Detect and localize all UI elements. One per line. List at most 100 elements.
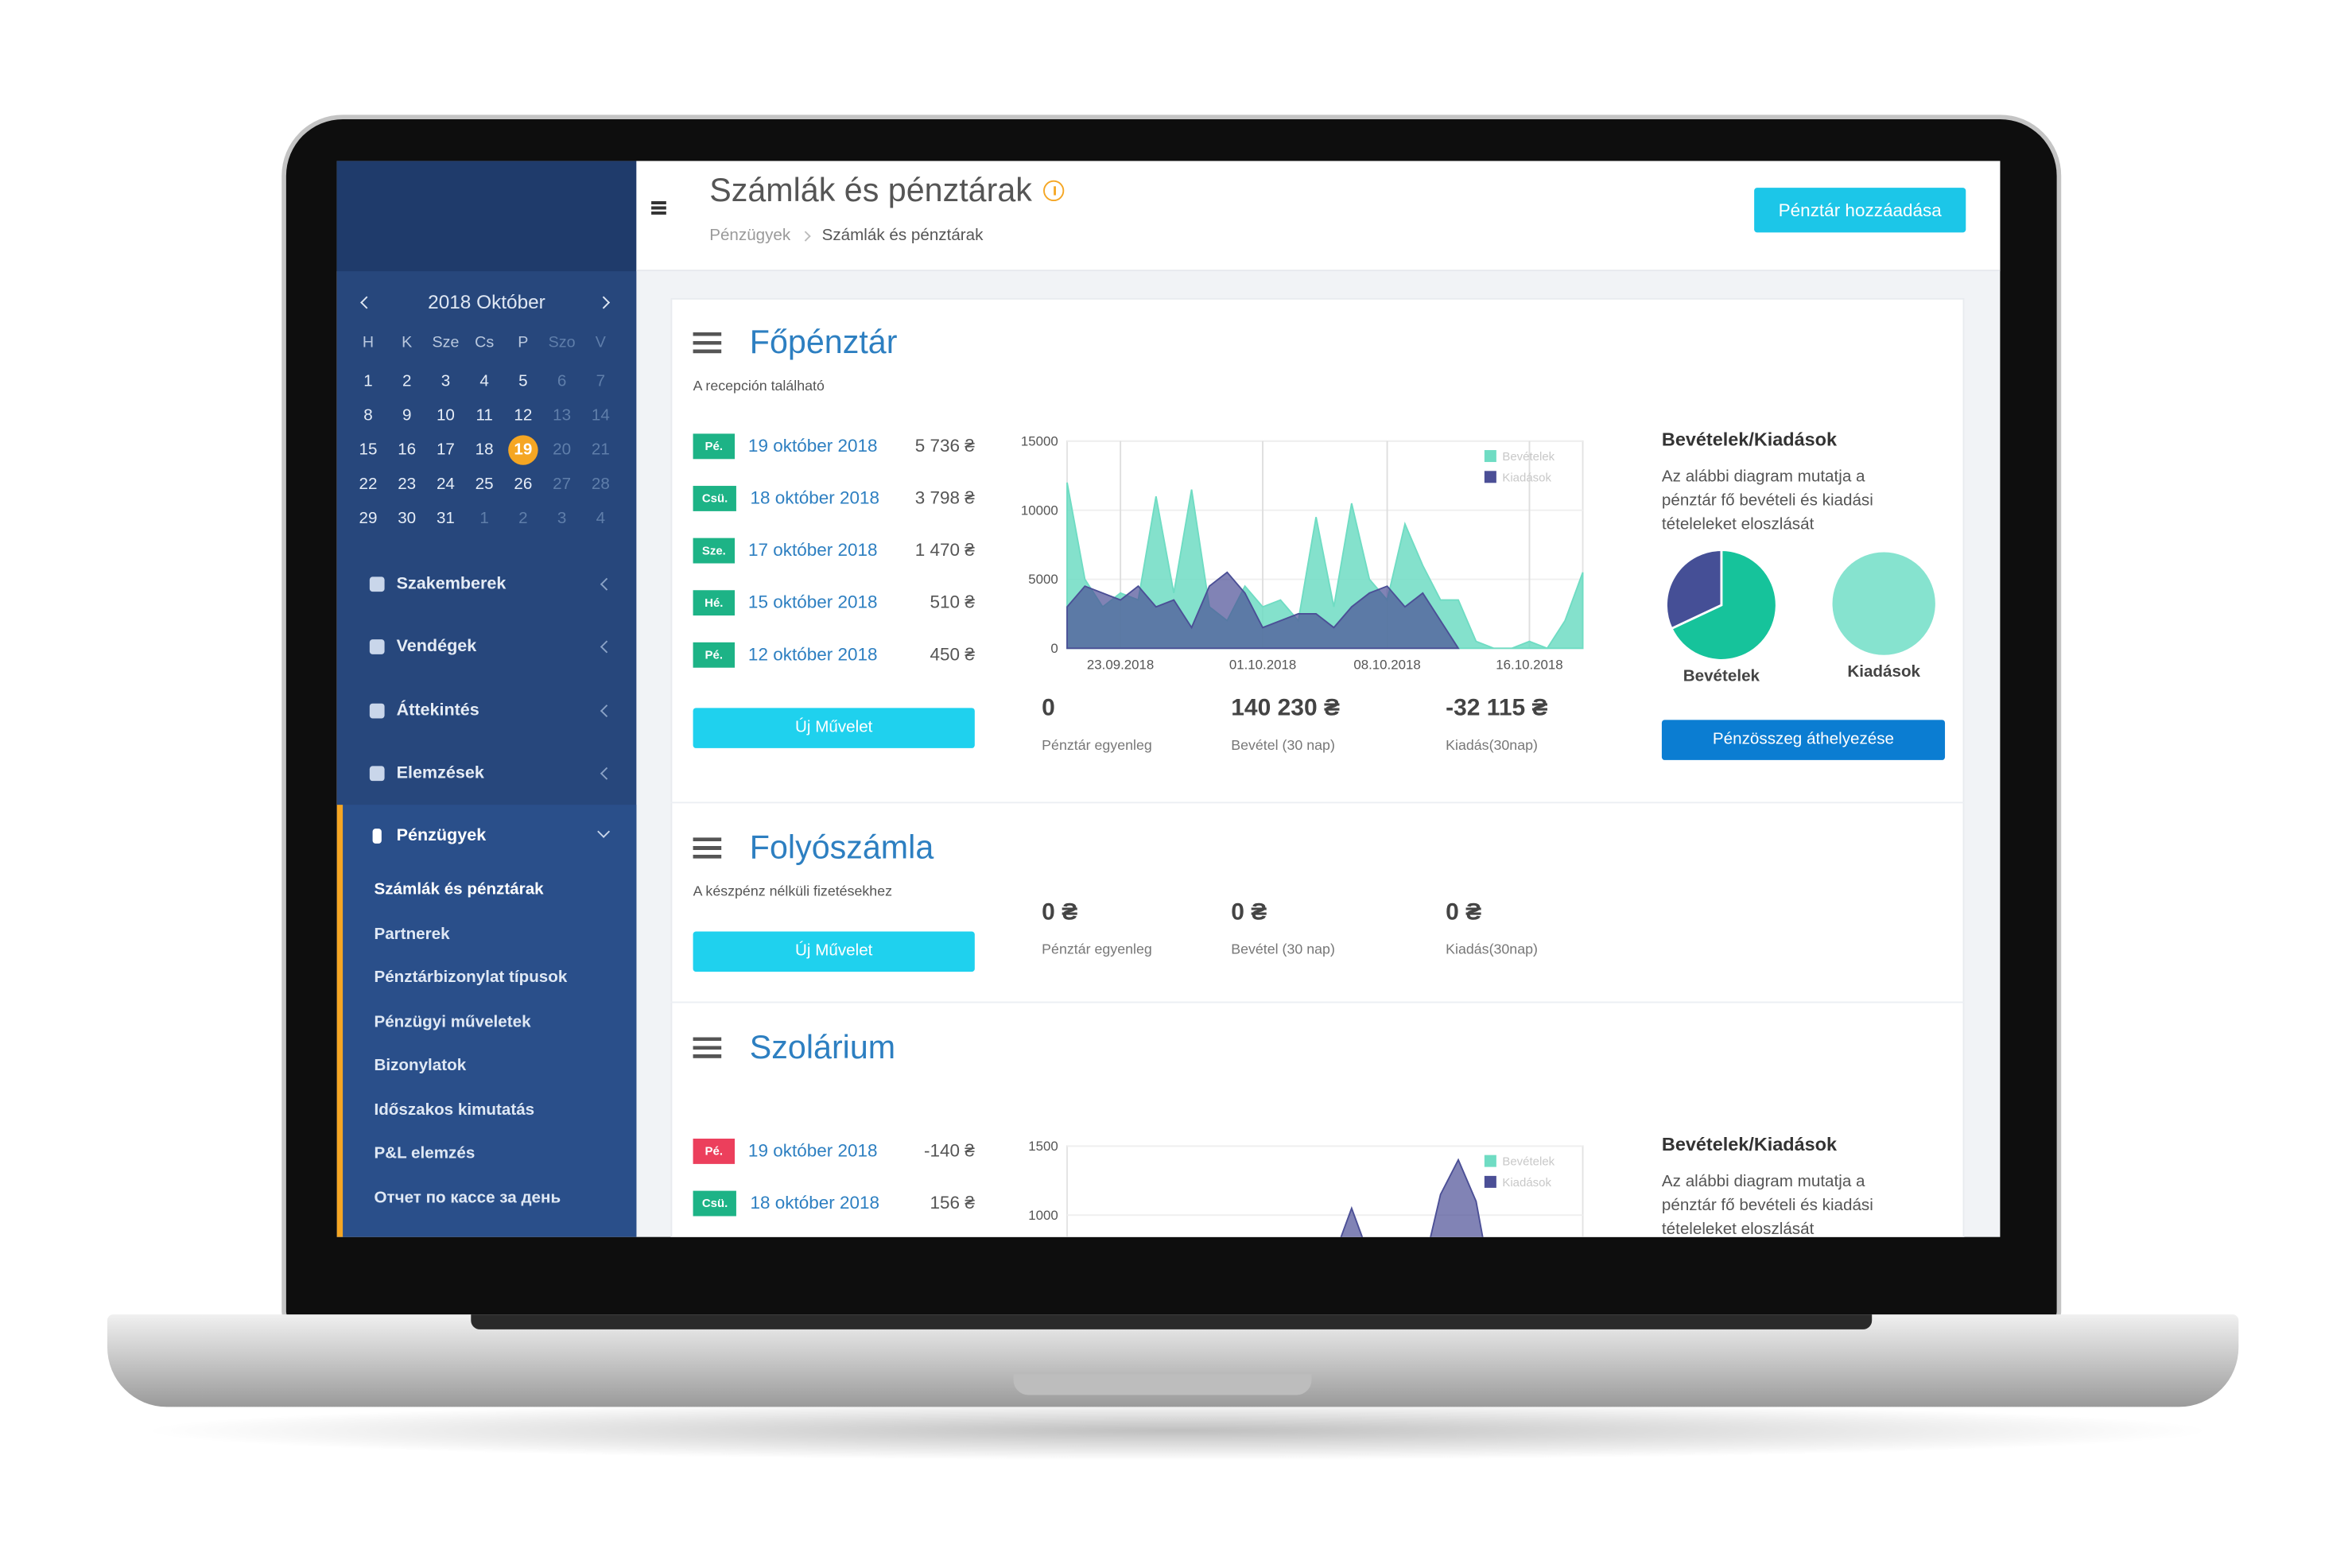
calendar-day[interactable]: 13	[553, 406, 572, 425]
stat-label: Kiadás(30nap)	[1446, 941, 1538, 959]
breadcrumb-item[interactable]: Pénzügyek	[709, 226, 791, 245]
new-operation-button[interactable]: Új Művelet	[693, 931, 975, 972]
add-cashbox-button[interactable]: Pénztár hozzáadása	[1754, 188, 1966, 233]
calendar-day[interactable]: 8	[363, 406, 373, 425]
calendar-day[interactable]: 20	[553, 441, 572, 460]
stat-label: Pénztár egyenleg	[1042, 941, 1152, 959]
transaction-amount: 156 ₴	[930, 1192, 975, 1213]
calendar-day[interactable]: 16	[398, 441, 417, 460]
calendar-day[interactable]: 17	[436, 441, 455, 460]
area-chart: 1000 1500 Bevételek Kiadások	[1028, 1139, 1584, 1237]
calendar-day[interactable]: 9	[402, 406, 412, 425]
y-tick-label: 1500	[1028, 1139, 1058, 1154]
area-series	[1066, 482, 1584, 650]
calendar-day[interactable]: 2	[402, 372, 412, 391]
transaction-date: 17 október 2018	[747, 539, 878, 561]
calendar-day[interactable]: 2	[518, 510, 528, 528]
transaction-row[interactable]: Csü. 18 október 2018 3 798 ₴	[693, 484, 975, 511]
transaction-row[interactable]: Csü. 18 október 2018 156 ₴	[693, 1190, 975, 1217]
transaction-row[interactable]: Pé. 19 október 2018 5 736 ₴	[693, 433, 975, 460]
menu-item[interactable]: Elemzések	[396, 764, 484, 782]
page-title: Számlák és pénztárak	[709, 171, 1032, 209]
submenu-item[interactable]: Bizonylatok	[374, 1056, 467, 1075]
calendar-day[interactable]: 21	[591, 441, 610, 460]
account-name: Szolárium	[749, 1028, 896, 1066]
submenu-item[interactable]: Időszakos kimutatás	[374, 1100, 535, 1119]
stat-value: 0 ₴	[1042, 900, 1078, 926]
legend-label: Kiadások	[1502, 1176, 1551, 1190]
calendar-day[interactable]: 31	[436, 510, 455, 528]
submenu-item[interactable]: P&L elemzés	[374, 1144, 475, 1163]
menu-item[interactable]: Szakemberek	[396, 575, 507, 593]
transfer-button[interactable]: Pénzösszeg áthelyezése	[1661, 720, 1946, 760]
calendar-day[interactable]: 25	[475, 475, 494, 494]
submenu-item[interactable]: Pénztárbizonylat típusok	[374, 968, 568, 987]
y-tick-label: 10000	[1021, 503, 1058, 518]
transaction-row[interactable]: Pé. 19 október 2018 -140 ₴	[693, 1137, 975, 1164]
calendar-day[interactable]: 1	[479, 510, 489, 528]
today-marker	[508, 435, 538, 465]
calendar-day[interactable]: 3	[441, 372, 451, 391]
legend-label: Kiadások	[1502, 471, 1551, 484]
calendar-day[interactable]: 27	[553, 475, 572, 494]
separator	[670, 1001, 1965, 1003]
calendar-day[interactable]: 19	[514, 441, 533, 460]
transaction-day-badge: Csü.	[693, 485, 737, 510]
menu-item[interactable]: Vendégek	[396, 638, 477, 657]
transaction-day-badge: Pé.	[693, 433, 736, 459]
submenu-item[interactable]: Отчет по кассе за день	[374, 1188, 561, 1207]
calendar-day[interactable]: 18	[475, 441, 494, 460]
calendar-day[interactable]: 5	[518, 372, 528, 391]
weekday: H	[362, 333, 375, 352]
calendar-day[interactable]: 22	[359, 475, 378, 494]
pie-slice	[1665, 549, 1723, 631]
menu-toggle[interactable]	[651, 201, 666, 215]
calendar-day[interactable]: 4	[596, 510, 606, 528]
transaction-row[interactable]: Pé. 12 október 2018 450 ₴	[693, 641, 975, 668]
stat-label: Kiadás(30nap)	[1446, 737, 1538, 755]
calendar-day[interactable]: 14	[591, 406, 610, 425]
active-section	[336, 805, 637, 1237]
x-tick-label: 08.10.2018	[1353, 658, 1420, 673]
transaction-amount: 3 798 ₴	[914, 487, 975, 509]
calendar-day[interactable]: 24	[436, 475, 455, 494]
legend-label: Bevételek	[1502, 450, 1555, 464]
active-section-label[interactable]: Pénzügyek	[396, 827, 487, 845]
info-icon[interactable]	[1043, 180, 1065, 202]
menu-icon	[369, 576, 385, 592]
transaction-row[interactable]: Hé. 15 október 2018 510 ₴	[693, 588, 975, 615]
submenu-item[interactable]: Pénzügyi műveletek	[374, 1012, 531, 1031]
weekday: Szo	[548, 333, 576, 352]
account-menu[interactable]	[693, 332, 722, 354]
menu-item[interactable]: Áttekintés	[396, 701, 479, 720]
calendar-day[interactable]: 1	[363, 372, 373, 391]
calendar-day[interactable]: 29	[359, 510, 378, 528]
calendar-day[interactable]: 26	[514, 475, 533, 494]
calendar-day[interactable]: 6	[557, 372, 567, 391]
x-tick-label: 16.10.2018	[1496, 658, 1562, 673]
calendar-day[interactable]: 11	[475, 406, 493, 425]
y-tick-label: 0	[1050, 641, 1058, 656]
calendar-day[interactable]: 28	[591, 475, 610, 494]
calendar-day[interactable]: 15	[359, 441, 378, 460]
transaction-row[interactable]: Sze. 17 október 2018 1 470 ₴	[693, 537, 975, 564]
new-operation-button[interactable]: Új Művelet	[693, 708, 975, 748]
breadcrumb-separator	[801, 230, 812, 241]
stat-value: 0 ₴	[1446, 900, 1482, 926]
account-menu[interactable]	[693, 837, 722, 859]
account-menu[interactable]	[693, 1037, 722, 1058]
calendar-day[interactable]: 10	[436, 406, 455, 425]
calendar-day[interactable]: 23	[398, 475, 417, 494]
submenu-item[interactable]: Számlák és pénztárak	[374, 880, 544, 899]
calendar-day[interactable]: 3	[557, 510, 567, 528]
calendar-day[interactable]: 7	[596, 372, 606, 391]
submenu-item[interactable]: Partnerek	[374, 925, 450, 943]
calendar-day[interactable]: 30	[398, 510, 417, 528]
transaction-date: 19 október 2018	[747, 435, 878, 456]
calendar-day[interactable]: 4	[479, 372, 489, 391]
area-chart: 0 5000 10000 15000 23.09.2018 01.10.2018 08.10…	[1021, 433, 1584, 673]
stat-value: 0	[1042, 696, 1055, 722]
legend-label: Bevételek	[1502, 1155, 1555, 1169]
calendar-day[interactable]: 12	[514, 406, 533, 425]
